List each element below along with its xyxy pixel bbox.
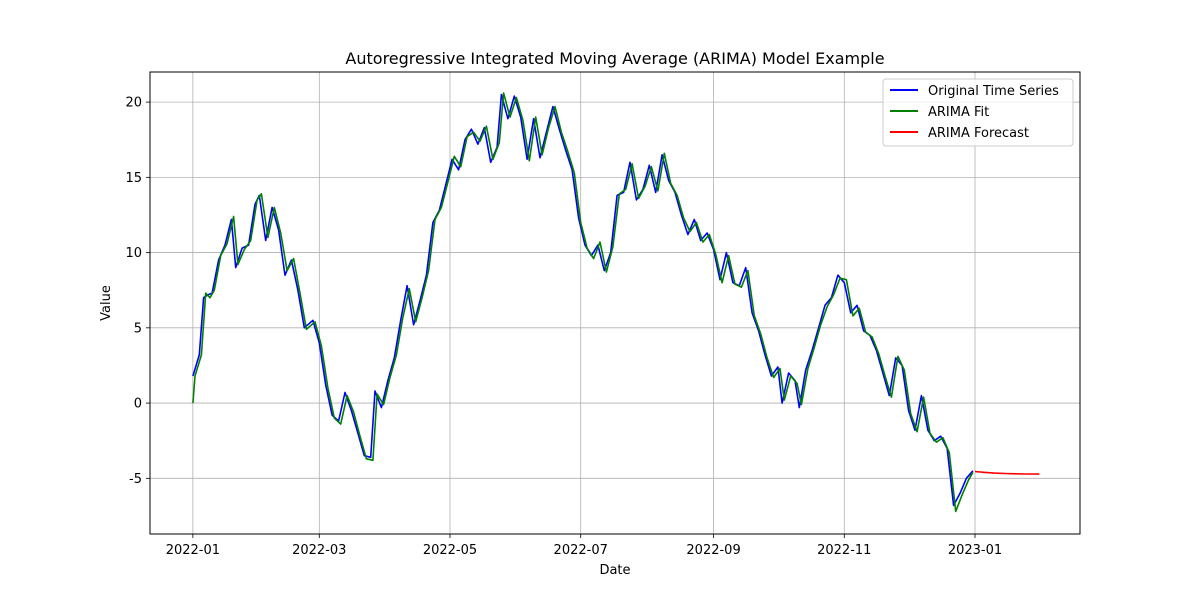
x-axis-ticks: 2022-01 2022-03 2022-05 2022-07 2022-09 2022-… [166,534,1002,558]
y-tick-label: 10 [125,246,142,261]
series-lines [192,92,1040,513]
x-axis-label: Date [599,563,630,578]
y-tick-label: 5 [134,321,142,336]
legend-label-forecast: ARIMA Forecast [928,126,1029,141]
y-tick-label: -5 [129,472,142,487]
series-line-forecast [974,470,1040,475]
y-tick-label: 0 [134,397,142,412]
legend: Original Time Series ARIMA Fit ARIMA For… [882,78,1074,147]
y-tick-label: 20 [125,96,142,111]
plot-frame [149,71,1081,535]
x-tick-label: 2023-01 [948,543,1002,558]
y-axis-label: Value [99,285,114,321]
x-tick-label: 2022-01 [166,543,220,558]
y-tick-label: 15 [125,171,142,186]
chart-title: Autoregressive Integrated Moving Average… [345,49,884,68]
legend-label-fit: ARIMA Fit [928,105,989,120]
x-tick-label: 2022-07 [554,543,608,558]
x-tick-label: 2022-11 [817,543,871,558]
x-tick-label: 2022-03 [292,543,346,558]
legend-box [882,78,1074,147]
x-tick-label: 2022-09 [686,543,740,558]
legend-label-original: Original Time Series [928,84,1059,99]
series-line-fit [192,92,974,513]
x-tick-label: 2022-05 [423,543,477,558]
y-axis-ticks: -5 0 5 10 15 20 [125,96,150,487]
grid-lines [150,72,1080,534]
